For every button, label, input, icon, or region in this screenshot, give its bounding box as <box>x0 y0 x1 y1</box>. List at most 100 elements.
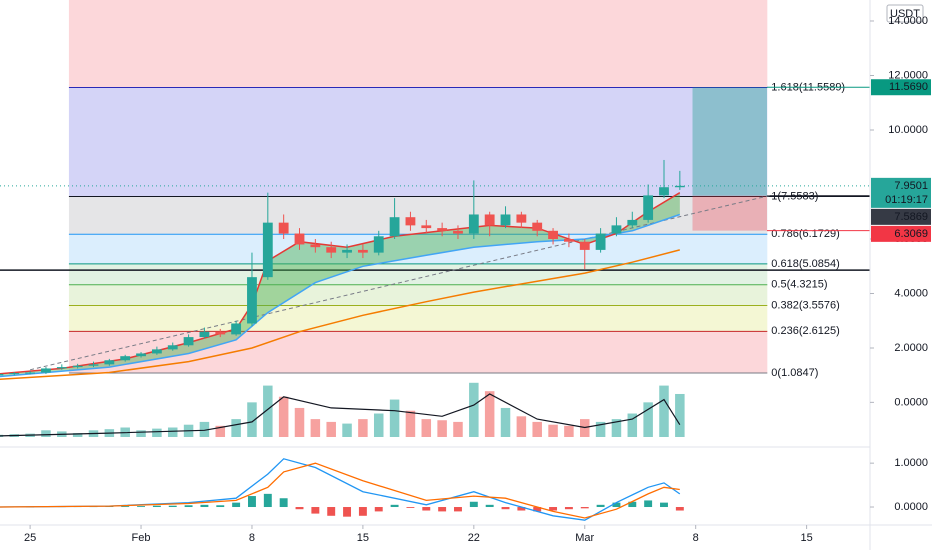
candle-body <box>56 367 67 369</box>
price-label: 6.3069 <box>894 228 928 240</box>
x-tick-label: 8 <box>249 532 255 544</box>
candle-body <box>278 222 289 234</box>
volume-bar <box>136 430 146 437</box>
macd-line <box>0 462 680 519</box>
x-tick-label: Mar <box>575 532 594 544</box>
volume-ma <box>0 393 681 437</box>
fib-level-label: 0.5(4.3215) <box>771 279 827 291</box>
macd-histogram-bar <box>248 496 256 508</box>
candle-body <box>357 249 368 253</box>
macd-histogram-bar <box>628 501 637 508</box>
volume-bar <box>199 421 210 437</box>
candle-body <box>643 195 654 220</box>
macd-histogram-bar <box>232 502 241 508</box>
candle-body <box>484 214 495 226</box>
price-label-box <box>871 79 931 96</box>
volume-bar <box>595 421 606 437</box>
candle-body <box>310 244 321 248</box>
macd-histogram-bar <box>279 498 288 508</box>
x-tick-label: 8 <box>693 532 699 544</box>
volume-bar <box>358 419 368 437</box>
y-tick-label: 12.0000 <box>888 69 928 81</box>
candle-body <box>548 230 558 239</box>
candle-body <box>247 277 257 324</box>
macd-histogram-bar <box>390 504 399 508</box>
macd-histogram-bar <box>295 507 304 510</box>
macd-histogram-bar <box>644 500 653 508</box>
fib-zone <box>68 87 768 197</box>
x-tick-label: 15 <box>357 532 369 544</box>
fib-level-label: 0.382(3.5576) <box>771 299 840 311</box>
price-label-box <box>871 225 931 242</box>
candle-body <box>389 217 400 237</box>
macd-histogram-bar <box>216 505 225 508</box>
candle-body <box>231 323 242 335</box>
fib-level-label: 0.618(5.0854) <box>771 258 840 270</box>
volume-bar <box>453 421 463 437</box>
x-tick-label: 15 <box>800 532 812 544</box>
candle-body <box>516 214 527 223</box>
fib-level-label: 0(1.0847) <box>771 367 818 379</box>
candle-body <box>88 364 99 366</box>
x-tick-label: Feb <box>132 532 151 544</box>
volume-bar <box>500 407 511 437</box>
macd-histogram-bar <box>564 507 573 510</box>
macd-histogram-bar <box>121 506 130 508</box>
candle-body <box>421 225 432 229</box>
volume-bar <box>484 391 495 437</box>
candle-body <box>532 222 543 231</box>
volume-bar <box>437 420 447 437</box>
volume-bar <box>247 402 257 437</box>
currency-box[interactable] <box>886 4 924 23</box>
macd-histogram-bar <box>596 504 605 508</box>
macd-histogram-bar <box>184 505 193 508</box>
volume-bar <box>627 413 638 437</box>
macd-pane <box>0 458 684 521</box>
fib-level-label: 0.236(2.6125) <box>771 325 840 337</box>
fib-zone <box>68 284 768 306</box>
candle-body <box>215 331 226 335</box>
candle-body <box>294 233 305 245</box>
candle-body <box>41 368 51 373</box>
y-tick-label: 0.0000 <box>894 501 928 513</box>
candle-body <box>151 349 162 354</box>
y-tick-label: 4.0000 <box>894 287 928 299</box>
candle-body <box>136 353 146 357</box>
volume-bar <box>152 428 162 437</box>
macd-histogram-bar <box>422 507 431 511</box>
macd-histogram-bar <box>612 502 621 508</box>
y-tick-label: 2.0000 <box>894 342 928 354</box>
position-target-zone <box>692 87 767 196</box>
macd-histogram-bar <box>517 507 526 511</box>
candle-body <box>595 233 606 250</box>
macd-histogram-bar <box>501 507 510 510</box>
y-tick-label: 0.0000 <box>894 396 928 408</box>
candle-body <box>373 236 384 253</box>
candle-body <box>199 331 210 338</box>
y-tick-label: 14.0000 <box>888 15 928 27</box>
candle-body <box>9 373 20 375</box>
ema-ribbon <box>0 192 680 377</box>
volume-bar <box>231 419 241 437</box>
volume-bar <box>342 423 352 437</box>
macd-histogram-bar <box>675 507 684 511</box>
candle-body <box>453 230 463 234</box>
candle-body <box>183 337 194 346</box>
candle-body <box>262 222 273 278</box>
macd-histogram-bar <box>485 504 494 508</box>
x-tick-label: 25 <box>24 532 36 544</box>
candle-body <box>500 214 511 226</box>
macd-histogram-bar <box>454 507 462 512</box>
countdown-label: 01:19:17 <box>885 194 928 206</box>
trend-line <box>29 194 771 371</box>
volume-bar <box>326 421 336 437</box>
moving-average <box>0 249 680 380</box>
candle-body <box>579 241 590 250</box>
volume-bar <box>294 407 305 437</box>
fib-zone <box>68 305 768 332</box>
candle-body <box>468 214 479 234</box>
candle-body <box>342 249 352 253</box>
